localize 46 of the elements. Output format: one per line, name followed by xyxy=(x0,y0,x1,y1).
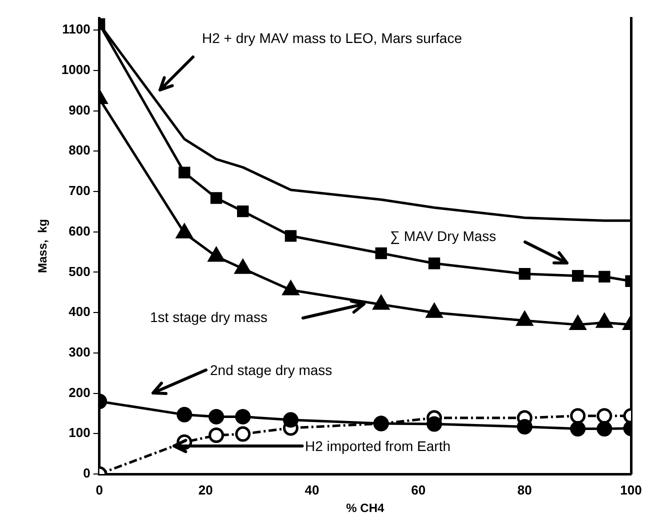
point xyxy=(570,408,586,424)
annotation: H2 imported from Earth xyxy=(305,438,450,454)
y-axis-title: Mass, kg xyxy=(36,218,50,274)
point xyxy=(282,412,298,428)
y-tick-label: 500 xyxy=(68,264,90,279)
y-tick-label: 100 xyxy=(68,425,90,440)
y-tick-label: 800 xyxy=(68,142,90,158)
point xyxy=(284,230,297,242)
x-tick-label: 20 xyxy=(198,482,213,498)
point xyxy=(208,408,224,424)
point xyxy=(375,247,387,260)
point xyxy=(570,421,586,437)
y-tick-label: 400 xyxy=(68,304,90,320)
annotation: 1st stage dry mass xyxy=(150,309,268,325)
x-tick-label: 40 xyxy=(304,482,320,498)
point xyxy=(237,205,249,218)
point xyxy=(210,192,222,204)
point xyxy=(178,166,190,178)
y-tick-label: 200 xyxy=(68,384,90,400)
point xyxy=(596,408,612,424)
y-tick-label: 1100 xyxy=(62,22,90,37)
x-tick-label: 60 xyxy=(411,482,426,498)
y-tick-label: 0 xyxy=(83,466,90,481)
point xyxy=(596,421,612,437)
x-tick-label: 100 xyxy=(620,482,642,498)
y-tick-label: 300 xyxy=(68,344,90,360)
point xyxy=(208,428,224,444)
y-tick-label: 1000 xyxy=(61,62,90,78)
point xyxy=(598,270,610,283)
annotation: ∑ MAV Dry Mass xyxy=(390,228,496,244)
annotation: 2nd stage dry mass xyxy=(210,362,332,378)
point xyxy=(426,416,442,432)
point xyxy=(235,408,251,424)
point xyxy=(176,406,192,422)
y-tick-label: 700 xyxy=(68,183,90,198)
point xyxy=(235,426,251,442)
y-tick-label: 900 xyxy=(68,102,90,118)
point xyxy=(572,270,584,282)
x-axis-title: % CH4 xyxy=(346,501,384,516)
y-tick-label: 600 xyxy=(68,223,90,238)
annotation: H2 + dry MAV mass to LEO, Mars surface xyxy=(202,30,462,46)
point xyxy=(518,268,531,280)
x-tick-label: 0 xyxy=(96,482,103,498)
point xyxy=(428,258,440,270)
point xyxy=(516,419,532,435)
x-tick-label: 80 xyxy=(517,482,532,498)
